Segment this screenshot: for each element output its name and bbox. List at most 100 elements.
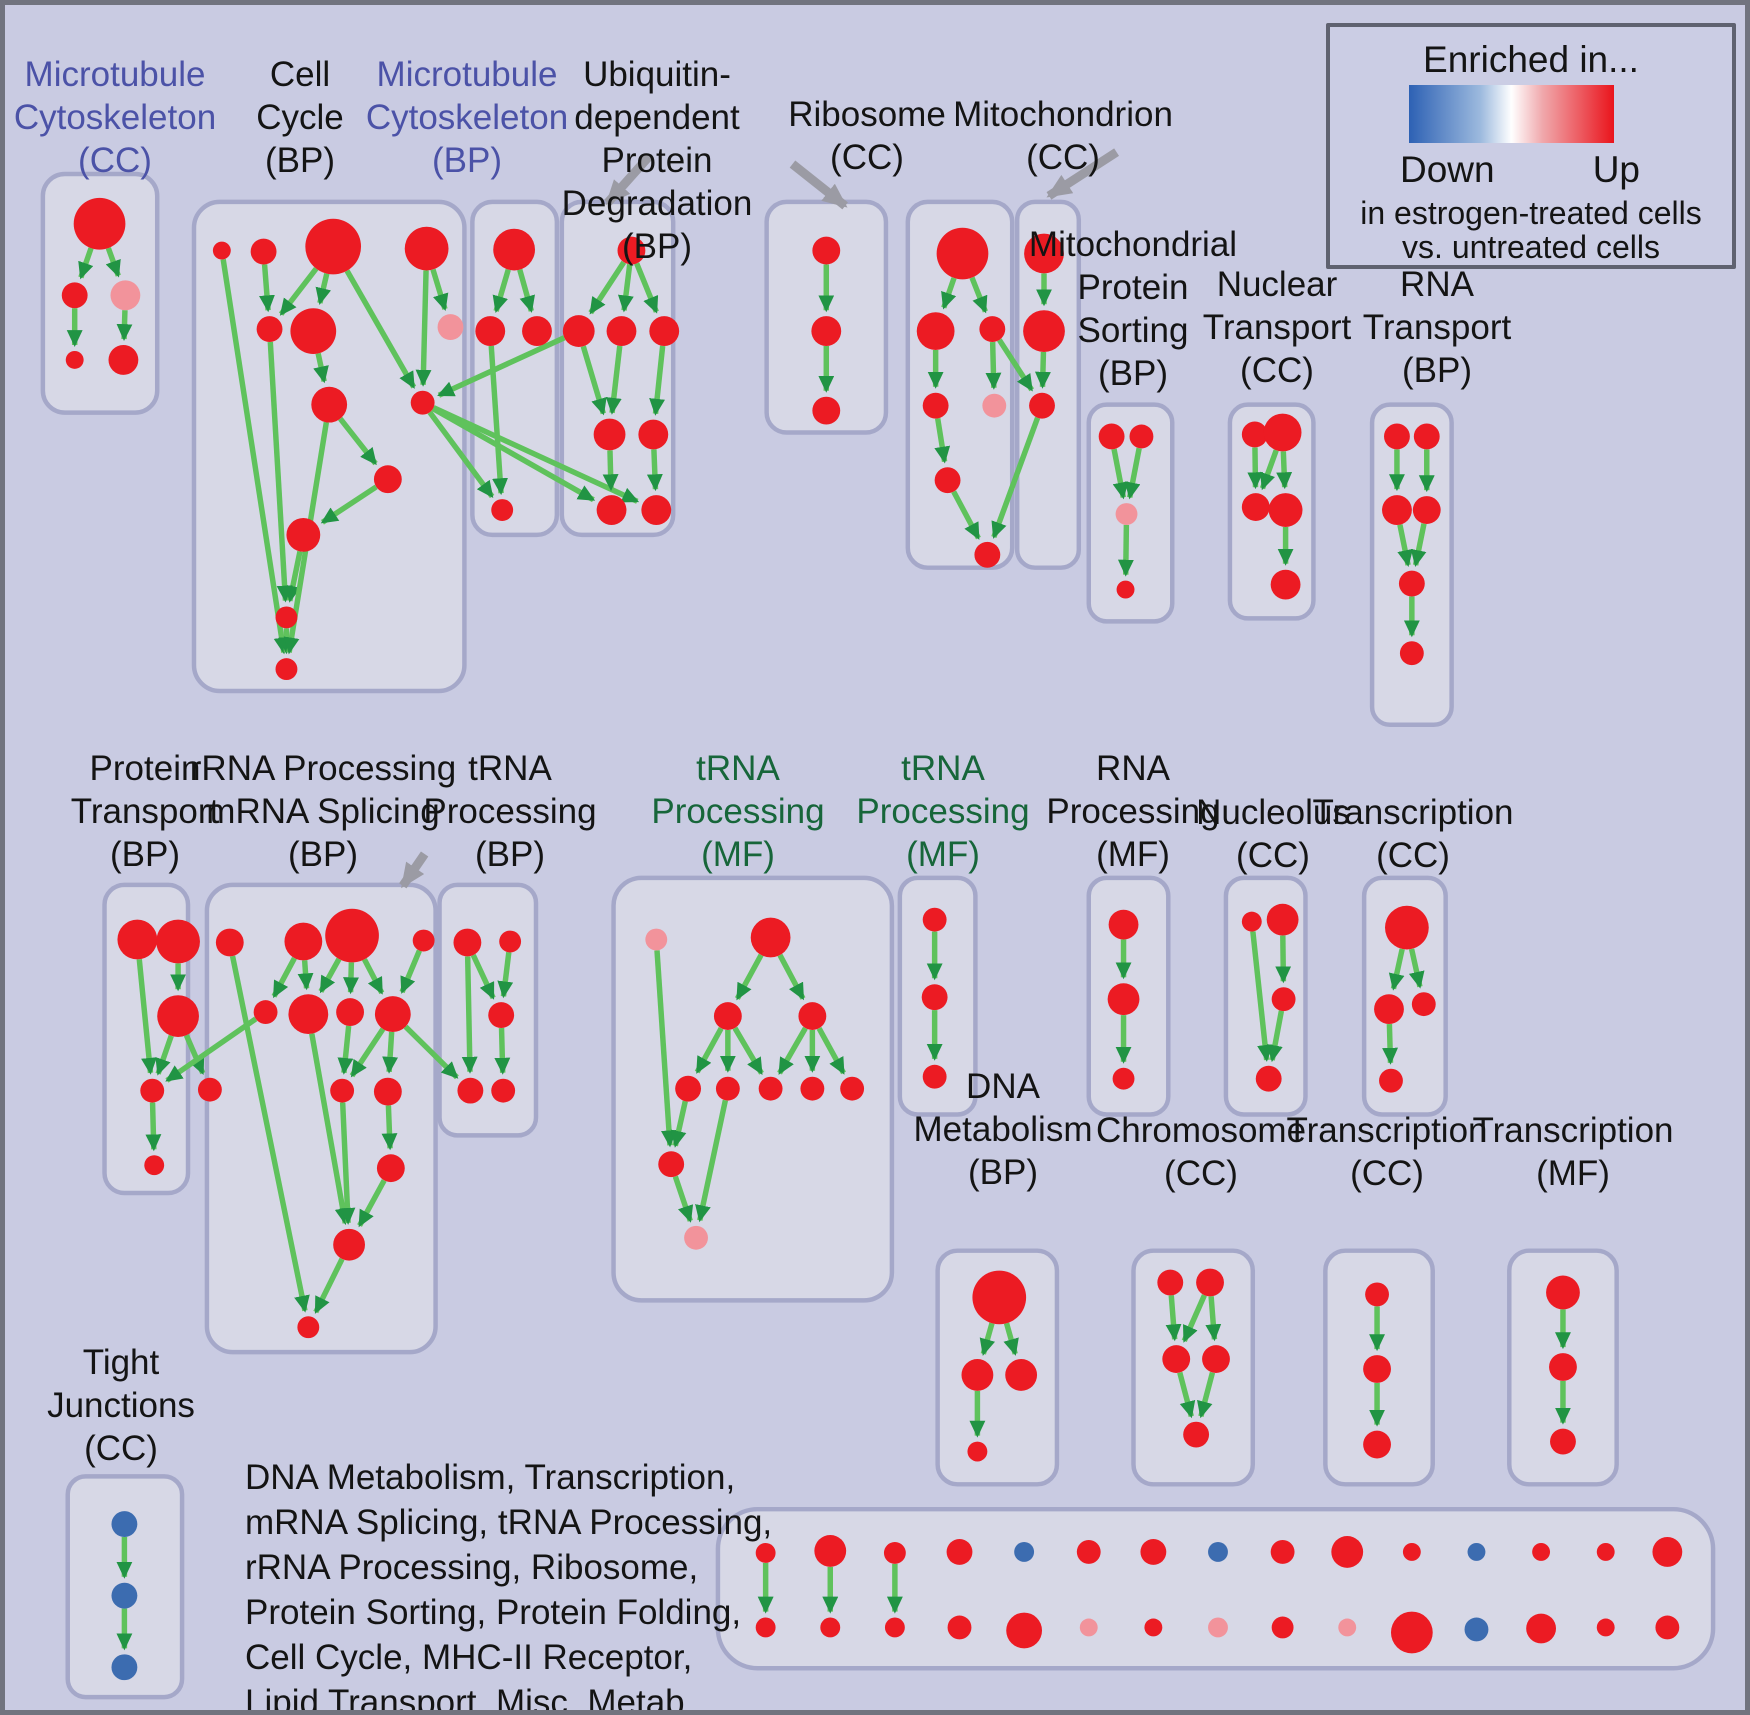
go-term-node-red — [1241, 421, 1268, 448]
go-term-node-red — [325, 908, 379, 963]
go-term-node-red — [936, 227, 989, 280]
edge-arrow — [941, 277, 957, 310]
edge-arrow — [427, 410, 495, 499]
edge-arrow — [78, 247, 94, 280]
go-term-node-red — [675, 1075, 702, 1102]
go-term-node-pink — [1338, 1618, 1357, 1637]
go-term-node-red — [333, 1228, 365, 1261]
go-term-node-red — [649, 316, 680, 346]
edge-arrow — [646, 449, 663, 492]
go-term-node-red — [373, 1077, 402, 1106]
cluster-box-chromosome — [1131, 1248, 1256, 1487]
go-term-node-red — [921, 984, 948, 1011]
go-term-node-red — [215, 928, 244, 957]
legend-down-label: Down — [1400, 149, 1495, 190]
edge-arrow — [1197, 1371, 1216, 1419]
edge-arrow — [1276, 451, 1293, 490]
go-term-node-red — [596, 495, 627, 525]
go-term-node-red — [1270, 569, 1301, 600]
go-term-node-red — [1549, 1353, 1577, 1381]
label-pointer-arrow — [1046, 148, 1120, 200]
go-term-node-pink — [1115, 503, 1138, 525]
go-term-node-red — [1402, 1542, 1421, 1561]
edge-arrow — [1275, 935, 1292, 984]
go-term-node-red — [73, 197, 126, 250]
edge-arrow — [777, 953, 806, 1001]
cluster-label-mitochondrial-protein-sorting-bp: Mitochondrial Protein Sorting (BP) — [1028, 225, 1238, 393]
edge-arrow — [695, 1099, 729, 1223]
go-term-node-red — [916, 312, 955, 350]
cluster-label-trna-processing-mf-1: tRNA Processing (MF) — [651, 749, 825, 874]
go-term-node-red — [1411, 992, 1436, 1017]
go-term-node-red — [840, 1076, 865, 1101]
go-term-node-red — [140, 1078, 165, 1103]
edge-arrow — [670, 1100, 688, 1148]
edge-arrow — [492, 268, 511, 313]
legend-title: Enriched in... — [1423, 39, 1639, 80]
cluster-label-chromosome-cc: Chromosome (CC) — [1095, 1111, 1307, 1193]
edge-arrow — [1259, 449, 1279, 491]
edge-arrow — [338, 417, 378, 466]
go-term-node-red — [884, 1617, 905, 1638]
edge-arrow — [155, 1034, 174, 1076]
go-term-node-red — [284, 922, 323, 961]
cluster-label-trna-processing-mf-2: tRNA Processing (MF) — [856, 749, 1030, 874]
go-term-node-red — [1116, 580, 1135, 599]
go-term-node-red — [457, 1077, 484, 1104]
edge-arrow — [220, 258, 290, 655]
go-term-node-red — [256, 316, 283, 343]
edge-arrow — [1165, 1295, 1182, 1342]
go-term-node-red — [755, 1617, 776, 1638]
go-term-node-red — [253, 1000, 278, 1025]
go-term-node-pink — [1079, 1618, 1098, 1637]
edge-arrow — [267, 341, 293, 603]
go-term-node-red — [374, 996, 411, 1032]
legend-gradient-bar — [1409, 85, 1614, 143]
edge-arrow — [494, 1027, 511, 1075]
go-term-node-red — [522, 316, 552, 346]
edge-arrow — [362, 958, 385, 995]
cluster-label-ribosome-cc: Ribosome (CC) — [788, 95, 946, 177]
go-term-node-red — [305, 218, 362, 275]
go-term-node-pink — [110, 280, 141, 311]
go-term-node-red — [373, 465, 402, 494]
edge-arrow — [431, 406, 596, 503]
go-term-node-red — [1546, 1275, 1580, 1310]
edge-arrow — [1124, 447, 1142, 500]
cluster-label-rrna-processing-mrna-splicing-bp: rRNA Processing mRNA Splicing (BP) — [189, 749, 457, 874]
go-term-node-red — [922, 907, 947, 932]
edge-arrow — [1388, 948, 1405, 991]
go-term-node-red — [1076, 1539, 1101, 1564]
edge-arrow — [229, 955, 310, 1313]
go-term-node-red — [1241, 493, 1270, 521]
go-term-node-red — [812, 236, 841, 265]
cluster-label-microtubule-cytoskeleton-bp: Microtubule Cytoskeleton (BP) — [365, 55, 569, 180]
cluster-label-transcription-cc-mid: Transcription (CC) — [1312, 793, 1514, 875]
go-term-node-red — [1532, 1542, 1551, 1561]
cluster-label-transcription-cc-bottom: Transcription (CC) — [1286, 1111, 1488, 1193]
go-term-node-red — [658, 1151, 685, 1178]
go-term-node-red — [156, 919, 200, 964]
go-term-node-red — [330, 1078, 355, 1103]
go-term-node-red — [922, 1064, 947, 1089]
go-term-node-red — [812, 396, 841, 425]
edge-arrow — [437, 335, 566, 398]
go-term-node-red — [946, 1539, 973, 1565]
go-term-node-red — [1140, 1539, 1167, 1565]
edge-arrow — [588, 260, 627, 315]
go-term-node-red — [1550, 1428, 1576, 1455]
label-pointer-arrow — [604, 153, 653, 206]
cluster-box-microtubule-bp — [470, 199, 560, 538]
cluster-label-mitochondrion-cc: Mitochondrion (CC) — [953, 95, 1173, 177]
go-term-node-red — [1385, 905, 1429, 950]
go-term-node-red — [798, 1002, 827, 1030]
go-term-node-red — [453, 928, 482, 957]
go-term-node-pink — [645, 928, 668, 951]
edge-arrow — [654, 950, 677, 1148]
go-term-node-red — [311, 386, 348, 423]
edge-arrow — [602, 450, 619, 492]
edge-arrow — [403, 1024, 459, 1080]
cluster-box-nucleolus — [1223, 875, 1308, 1117]
go-term-node-red — [800, 1076, 825, 1101]
go-term-node-blue — [1208, 1541, 1228, 1562]
